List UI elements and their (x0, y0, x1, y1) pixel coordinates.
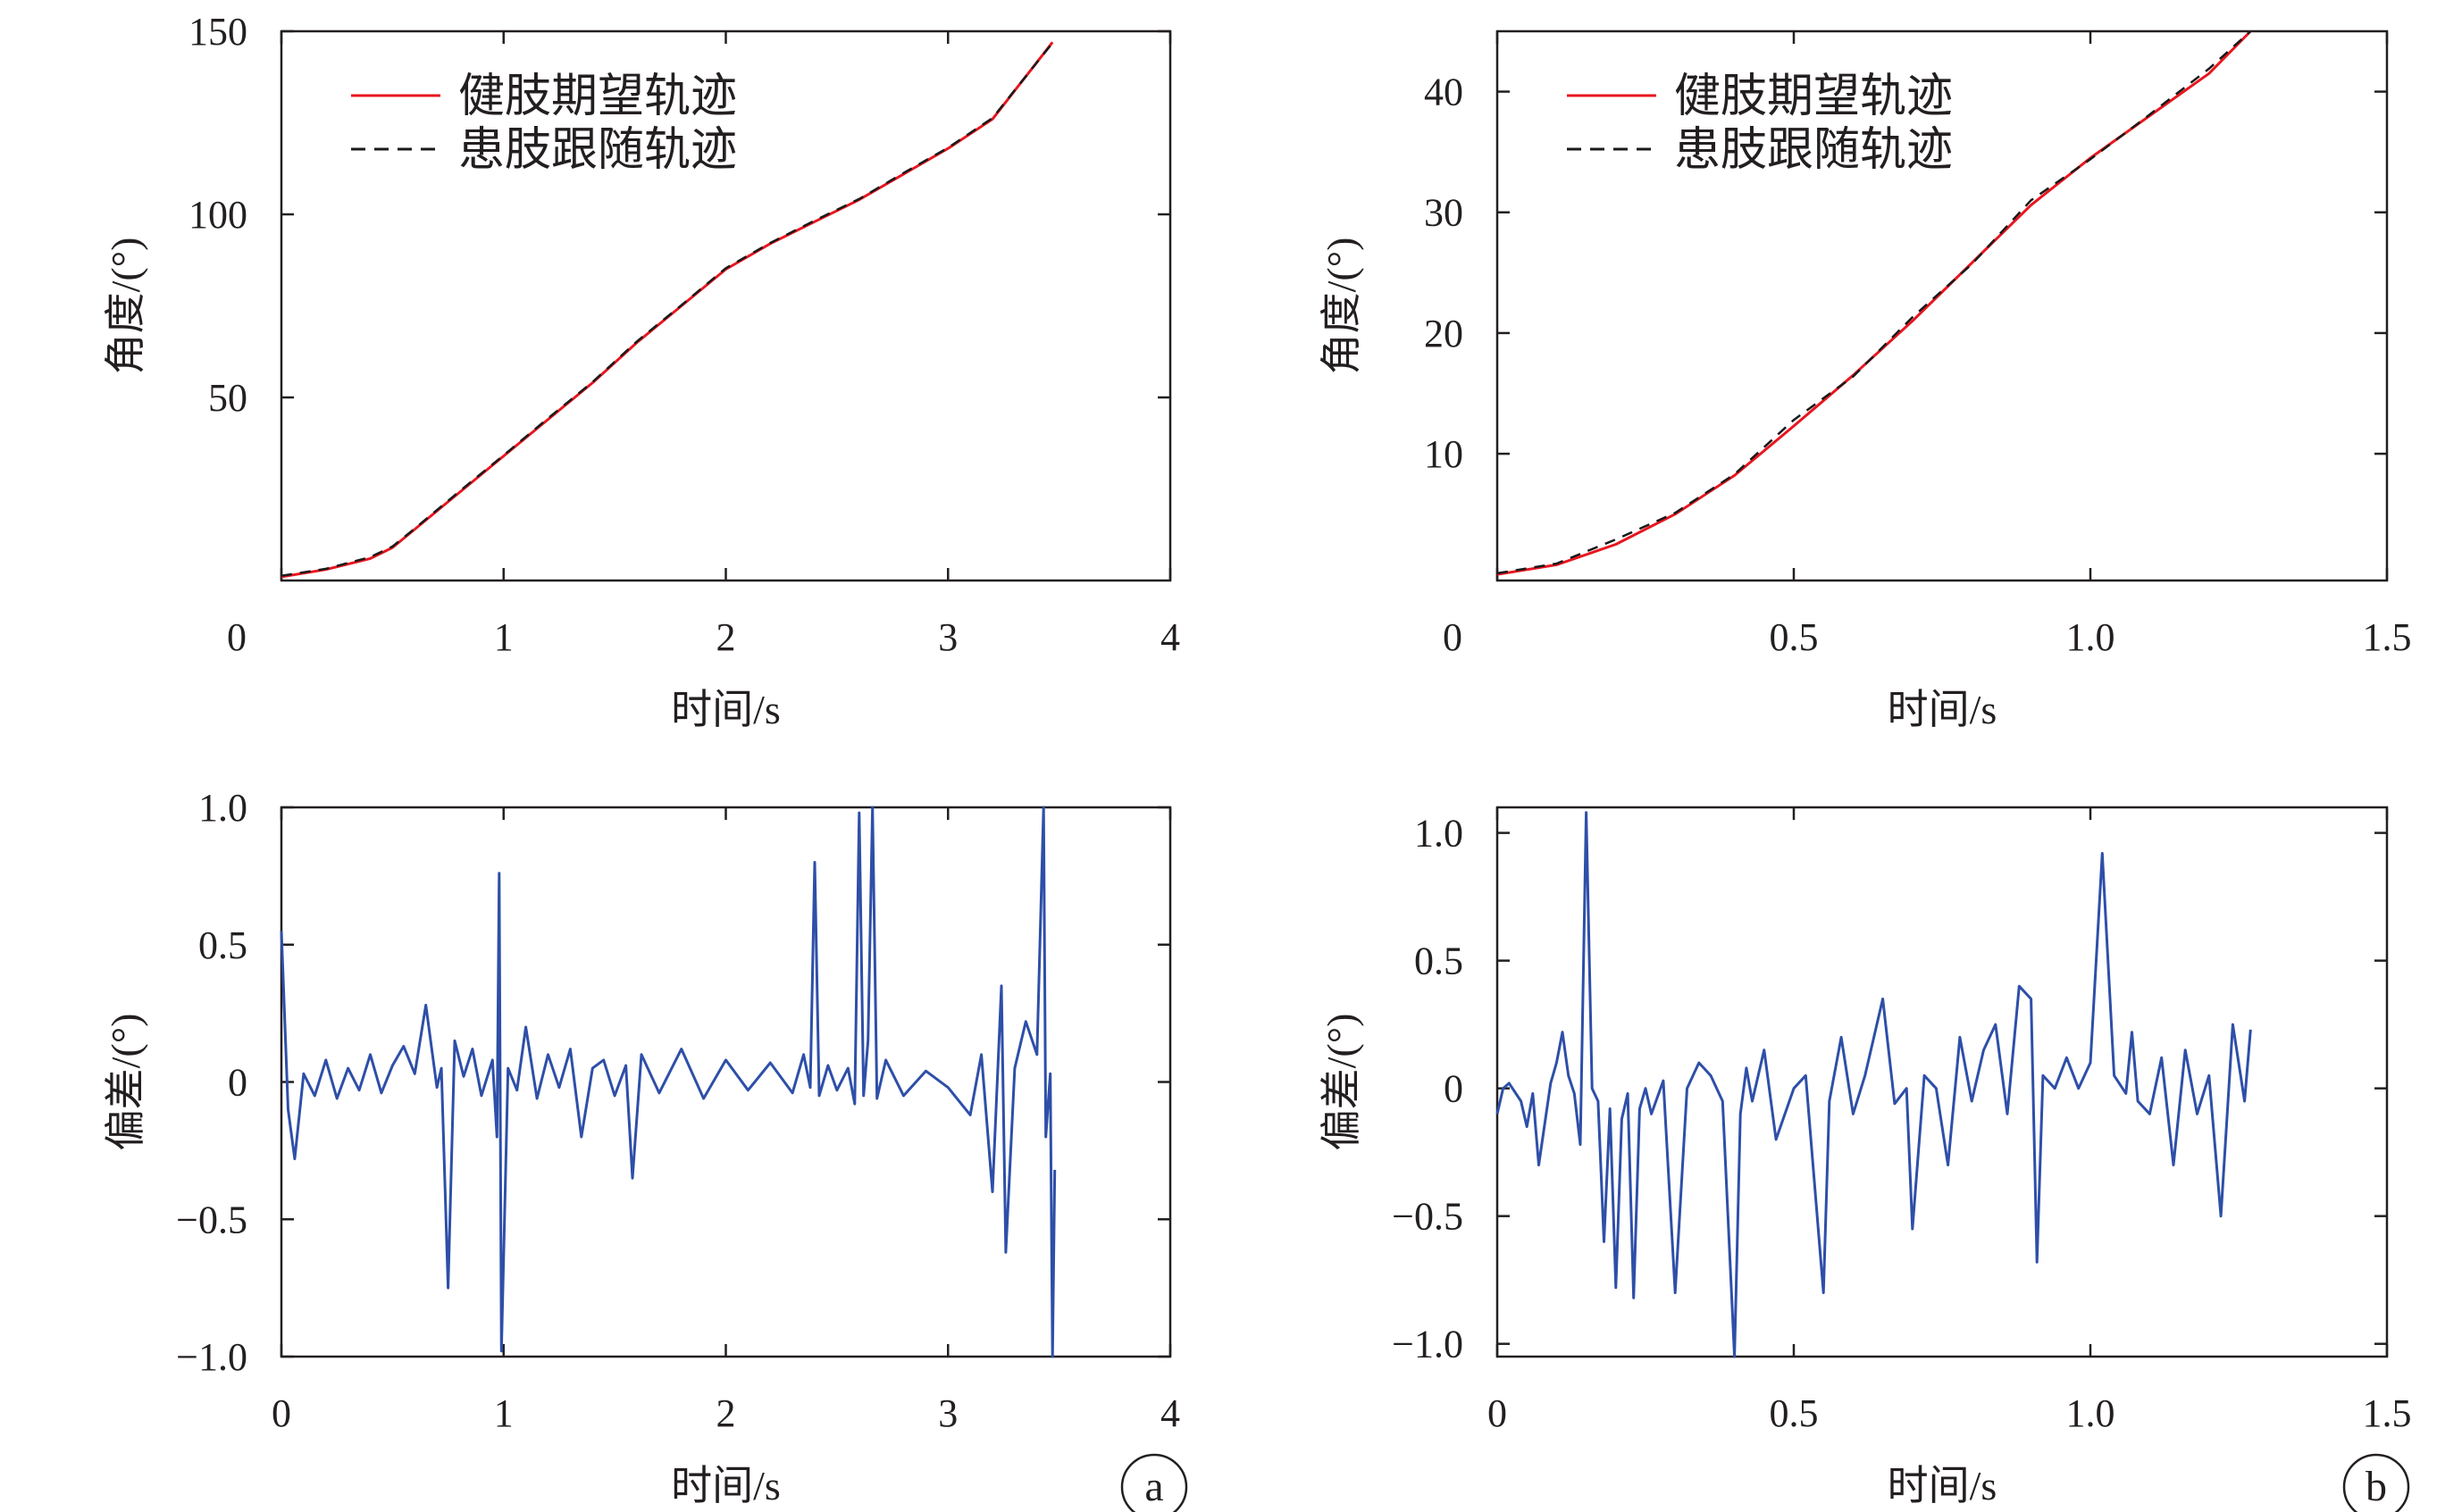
x-tick-label: 0.5 (1770, 615, 1819, 659)
y-tick-label: −1.0 (176, 1335, 247, 1379)
panel-label-a: a (1144, 1463, 1163, 1510)
plot-frame (280, 806, 1172, 1358)
series-line-deviation (280, 806, 1057, 1358)
x-axis-title: 时间/s (1888, 1463, 1997, 1508)
x-tick-label: 0 (1487, 1391, 1507, 1435)
x-tick-label: 3 (938, 615, 958, 659)
plot-frame (1495, 806, 2389, 1358)
y-tick-label: 40 (1424, 71, 1463, 114)
y-tick-label: −0.5 (176, 1198, 247, 1241)
legend-label: 患肢跟随轨迹 (458, 125, 737, 176)
y-tick-label: 10 (1424, 432, 1463, 476)
y-axis-title: 角度/(°) (1319, 238, 1364, 375)
x-tick-label: 1.0 (2066, 615, 2115, 659)
x-tick-label: 0 (272, 1391, 291, 1435)
y-tick-label: 1.0 (1414, 812, 1463, 856)
x-tick-label: 1.0 (2066, 1391, 2115, 1435)
y-axis-title: 角度/(°) (103, 238, 148, 375)
panel-label-circle-a (1120, 1453, 1188, 1512)
x-tick-label: 4 (1160, 615, 1180, 659)
series-line-follow (1496, 30, 2252, 575)
panel-label-circle-b (2342, 1453, 2410, 1512)
y-tick-label: 30 (1424, 191, 1463, 235)
y-tick-label: 100 (188, 193, 247, 237)
y-tick-label: 50 (208, 376, 247, 420)
plot-frame (1495, 29, 2389, 582)
y-axis-title: 偏差/(°) (103, 1014, 148, 1151)
series-line-expected (281, 41, 1054, 579)
y-tick-label: 0.5 (1414, 940, 1463, 983)
x-tick-label: 1.5 (2363, 1391, 2412, 1435)
y-tick-label: 0.5 (198, 923, 247, 967)
x-tick-label: 1 (494, 615, 514, 659)
panel-label-b: b (2366, 1463, 2387, 1510)
chart-b-bottom: 0 0.5 1.0 1.5 −1.0 −0.5 0 0.5 1.0 时间/s 偏差/(°) (1319, 806, 2412, 1508)
x-tick-label: 0 (227, 615, 247, 659)
x-tick-label: 2 (716, 615, 736, 659)
x-axis-title: 时间/s (671, 1463, 781, 1508)
y-axis-title: 偏差/(°) (1319, 1014, 1364, 1151)
x-tick-label: 0 (1443, 615, 1462, 659)
x-tick-label: 3 (938, 1391, 958, 1435)
x-tick-label: 2 (716, 1391, 736, 1435)
y-tick-label: −1.0 (1392, 1323, 1463, 1366)
y-tick-label: 20 (1424, 312, 1463, 355)
chart-a-bottom: 0 1 2 3 4 −1.0 −0.5 0 0.5 1.0 时间/s 偏差/(°) (103, 786, 1180, 1508)
series-line-follow (281, 42, 1054, 577)
x-tick-label: 4 (1160, 1391, 1180, 1435)
x-tick-label: 1.5 (2363, 615, 2412, 659)
legend-label: 患肢跟随轨迹 (1674, 125, 1953, 176)
y-tick-label: 0 (1444, 1067, 1463, 1111)
y-tick-label: 1.0 (198, 786, 247, 830)
y-tick-label: 150 (188, 10, 247, 54)
x-axis-title: 时间/s (1888, 687, 1997, 732)
x-tick-label: 1 (494, 1391, 514, 1435)
legend-label: 健肢期望轨迹 (458, 71, 737, 122)
x-axis-title: 时间/s (671, 687, 781, 732)
y-tick-label: −0.5 (1392, 1195, 1463, 1239)
x-tick-label: 0.5 (1770, 1391, 1819, 1435)
series-line-deviation (1495, 811, 2252, 1358)
legend-label: 健肢期望轨迹 (1674, 71, 1953, 122)
y-tick-label: 0 (228, 1061, 247, 1105)
